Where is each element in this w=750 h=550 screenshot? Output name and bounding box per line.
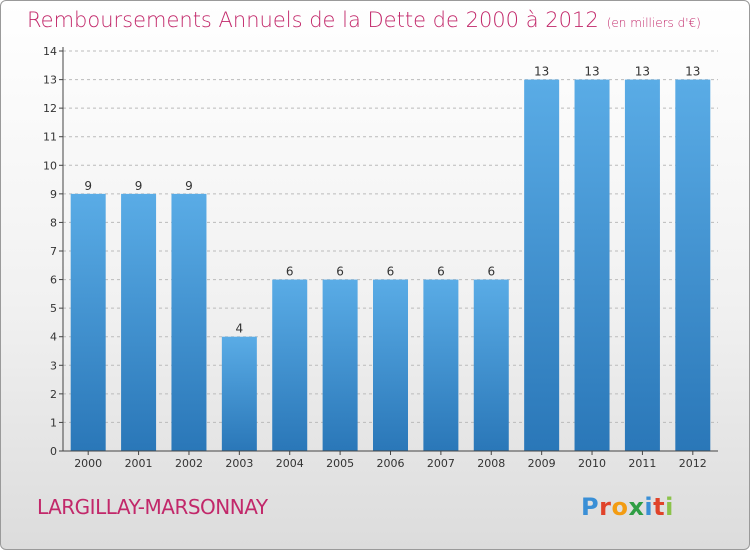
- x-tick-label-2003: 2003: [225, 457, 253, 470]
- x-tick-label-2005: 2005: [326, 457, 354, 470]
- location-name: LARGILLAY-MARSONNAY: [37, 495, 268, 519]
- logo-letter: x: [628, 493, 645, 521]
- data-label-2010: 13: [584, 65, 599, 79]
- data-label-2000: 9: [84, 179, 92, 193]
- bar-2005: [322, 279, 358, 451]
- bar-2012: [675, 79, 711, 452]
- bar-2010: [574, 79, 610, 452]
- chart-title-text: Remboursements Annuels de la Dette de 20…: [27, 8, 599, 32]
- logo-letter: P: [581, 493, 600, 521]
- y-tick-label: 9: [50, 188, 57, 201]
- x-tick-label-2009: 2009: [528, 457, 556, 470]
- x-tick-label-2007: 2007: [427, 457, 455, 470]
- logo-letter: r: [599, 493, 612, 521]
- logo-letter: i: [644, 493, 654, 521]
- y-tick-label: 13: [43, 74, 57, 87]
- data-label-2008: 6: [487, 265, 495, 279]
- bar-2001: [121, 193, 157, 451]
- y-tick-label: 3: [50, 359, 57, 372]
- bar-2006: [373, 279, 408, 451]
- data-label-2001: 9: [135, 179, 143, 193]
- logo-letter: i: [665, 493, 674, 521]
- x-tick-label-2008: 2008: [477, 457, 505, 470]
- bar-2007: [423, 279, 459, 451]
- y-tick-label: 14: [43, 45, 57, 58]
- x-tick-label-2010: 2010: [578, 457, 606, 470]
- y-tick-label: 4: [50, 331, 57, 344]
- data-label-2007: 6: [437, 265, 445, 279]
- x-tick-label-2002: 2002: [175, 457, 203, 470]
- data-label-2006: 6: [387, 265, 395, 279]
- logo-letter: o: [611, 493, 629, 521]
- bar-2011: [624, 79, 660, 452]
- bar-2008: [473, 279, 509, 451]
- x-tick-label-2000: 2000: [74, 457, 102, 470]
- proxiti-logo: Proxiti: [581, 493, 674, 521]
- y-tick-label: 7: [50, 245, 57, 258]
- data-label-2009: 13: [534, 65, 549, 79]
- data-label-2012: 13: [685, 65, 700, 79]
- y-tick-label: 2: [50, 388, 57, 401]
- x-tick-label-2001: 2001: [125, 457, 153, 470]
- chart-unit: (en milliers d'€): [606, 16, 701, 30]
- y-tick-label: 8: [50, 216, 57, 229]
- bars-layer: 9 9 9 4 6 6 6 6 6 13 13 13 13: [70, 65, 711, 452]
- logo-letter: t: [653, 493, 666, 521]
- bar-2002: [171, 193, 207, 451]
- data-label-2011: 13: [635, 65, 650, 79]
- data-label-2004: 6: [286, 265, 294, 279]
- chart-title: Remboursements Annuels de la Dette de 20…: [27, 8, 701, 32]
- bar-2004: [272, 279, 308, 451]
- x-tick-label-2006: 2006: [377, 457, 405, 470]
- bar-2009: [524, 79, 560, 452]
- data-label-2002: 9: [185, 179, 193, 193]
- x-tick-label-2011: 2011: [628, 457, 656, 470]
- y-tick-label: 0: [50, 445, 57, 458]
- y-tick-label: 10: [43, 159, 57, 172]
- y-tick-label: 1: [50, 416, 57, 429]
- y-tick-label: 11: [43, 131, 57, 144]
- y-tick-label: 12: [43, 102, 57, 115]
- x-tick-label-2004: 2004: [276, 457, 304, 470]
- data-label-2003: 4: [236, 322, 244, 336]
- y-tick-label: 6: [50, 274, 57, 287]
- y-tick-label: 5: [50, 302, 57, 315]
- bar-2003: [221, 336, 257, 451]
- data-label-2005: 6: [336, 265, 344, 279]
- bar-2000: [70, 193, 106, 451]
- x-tick-label-2012: 2012: [679, 457, 707, 470]
